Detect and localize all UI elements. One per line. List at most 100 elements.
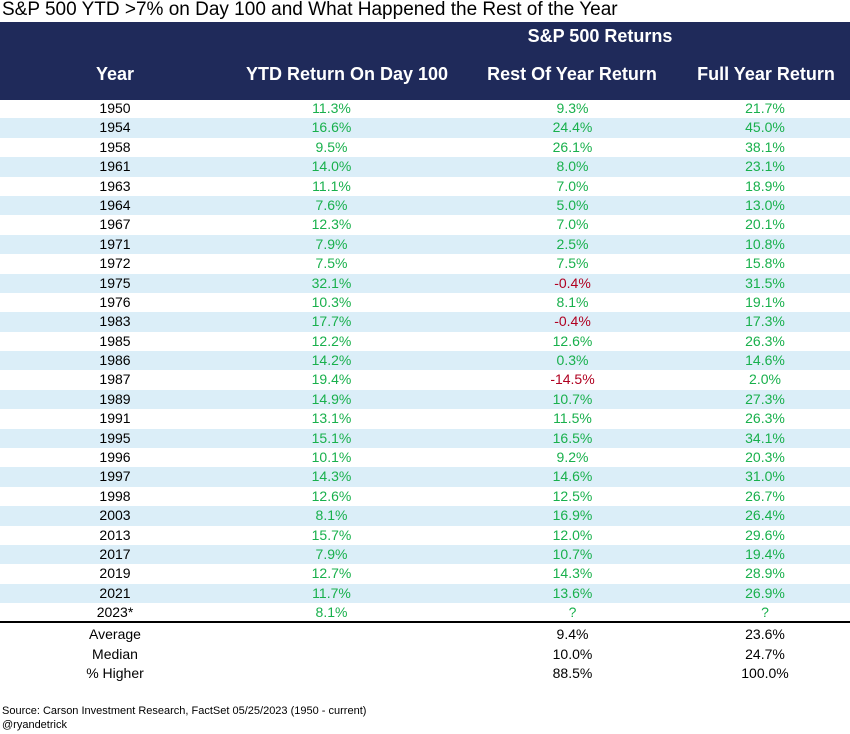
year-cell: 1964: [99, 196, 131, 213]
full-year-return-cell: 13.0%: [745, 196, 785, 213]
full-year-return-cell: 26.3%: [745, 332, 785, 349]
full-year-return-cell: 27.3%: [745, 390, 785, 407]
rest-of-year-return-cell: 10.0%: [552, 645, 593, 662]
year-cell: 2017: [99, 545, 131, 562]
ytd-return-cell: 14.2%: [311, 352, 352, 369]
full-year-return-cell: 15.8%: [745, 255, 785, 272]
table-row: 1983 17.7% -0.4% 17.3%: [0, 312, 850, 332]
year-cell: 1950: [99, 100, 131, 116]
table-row: 1958 9.5% 26.1% 38.1%: [0, 138, 850, 157]
year-cell: 1983: [99, 313, 131, 330]
ytd-return-cell: 10.3%: [311, 293, 352, 310]
year-cell: 1961: [99, 158, 131, 175]
table-body: 1950 11.3% 9.3% 21.7% 1954 16.6% 24.4% 45.0% 195…: [0, 99, 850, 623]
ytd-return-cell: 7.9%: [315, 545, 348, 562]
table-row: 1986 14.2% 0.3% 14.6%: [0, 351, 850, 371]
full-year-return-cell: 34.1%: [745, 429, 785, 446]
year-cell: 2013: [99, 526, 131, 543]
table-row: 1964 7.6% 5.0% 13.0%: [0, 195, 850, 216]
year-cell: 2003: [99, 507, 131, 524]
full-year-return-cell: 19.1%: [745, 293, 785, 310]
ytd-return-cell: 17.7%: [311, 313, 352, 330]
rest-of-year-return-cell: 5.0%: [556, 196, 589, 213]
full-year-return-cell: 21.7%: [745, 100, 785, 116]
ytd-return-cell: 9.5%: [315, 138, 348, 155]
ytd-return-cell: 14.0%: [311, 158, 352, 175]
group-header: S&P 500 Returns: [527, 26, 673, 46]
full-year-return-cell: 20.1%: [745, 216, 785, 233]
table-row: 1976 10.3% 8.1% 19.1%: [0, 293, 850, 312]
full-year-return-cell: 26.7%: [745, 487, 785, 504]
full-year-return-cell: 26.4%: [745, 507, 785, 524]
rest-of-year-return-cell: 0.3%: [556, 352, 589, 369]
year-cell: 1975: [99, 274, 131, 291]
ytd-return-cell: 10.1%: [311, 449, 352, 466]
full-year-return-cell: 14.6%: [745, 352, 785, 369]
rest-of-year-return-cell: 24.4%: [552, 119, 593, 136]
full-year-return-cell: 2.0%: [749, 371, 781, 388]
table-row: 1971 7.9% 2.5% 10.8%: [0, 234, 850, 255]
table-row: 1967 12.3% 7.0% 20.1%: [0, 215, 850, 234]
full-year-return-cell: 31.5%: [745, 274, 785, 291]
year-cell: 1987: [99, 371, 131, 388]
full-year-return-cell: 28.9%: [745, 565, 785, 582]
full-year-return-cell: 19.4%: [745, 545, 785, 562]
ytd-return-cell: 11.1%: [312, 177, 351, 194]
table-row: 1985 12.2% 12.6% 26.3%: [0, 332, 850, 351]
full-year-return-cell: 23.6%: [745, 626, 785, 642]
rest-of-year-return-cell: 10.7%: [552, 545, 593, 562]
rest-of-year-return-cell: 9.2%: [556, 449, 589, 466]
rest-of-year-return-cell: -0.4%: [554, 313, 591, 330]
year-cell: 1963: [99, 177, 131, 194]
table-row: 1963 11.1% 7.0% 18.9%: [0, 177, 850, 196]
rest-of-year-return-cell: 7.5%: [556, 255, 589, 272]
year-cell: 2023*: [96, 604, 134, 621]
table-row: 2023* 8.1%??: [0, 603, 850, 622]
table-row: 2017 7.9% 10.7% 19.4%: [0, 544, 850, 565]
year-cell: 1954: [99, 119, 131, 136]
full-year-return-cell: 20.3%: [745, 449, 785, 466]
year-cell: 1989: [99, 390, 131, 407]
year-cell: 1998: [99, 487, 131, 504]
rest-of-year-return-cell: 88.5%: [552, 665, 593, 682]
summary-row: Median 10.0% 24.7%: [0, 645, 850, 664]
table-row: 1991 13.1% 11.5% 26.3%: [0, 409, 850, 428]
table-row: 2003 8.1% 16.9% 26.4%: [0, 506, 850, 526]
year-cell: 1972: [99, 255, 131, 272]
table-row: 1961 14.0% 8.0% 23.1%: [0, 157, 850, 177]
rest-of-year-return-cell: 9.3%: [556, 100, 589, 116]
table-row: 1995 15.1% 16.5% 34.1%: [0, 428, 850, 449]
rest-of-year-return-cell: -0.4%: [554, 274, 591, 291]
table-row: 1997 14.3% 14.6% 31.0%: [0, 467, 850, 487]
year-cell: 1996: [99, 449, 131, 466]
ytd-return-cell: 32.1%: [311, 274, 352, 291]
ytd-return-cell: 7.9%: [315, 235, 348, 252]
table-row: 2019 12.7% 14.3% 28.9%: [0, 564, 850, 583]
table-row: 2013 15.7% 12.0% 29.6%: [0, 526, 850, 545]
full-year-return-cell: 31.0%: [745, 468, 785, 485]
rest-of-year-return-cell: 14.3%: [552, 565, 593, 582]
rest-of-year-return-cell: 8.0%: [556, 158, 589, 175]
column-header-rest: Rest Of Year Return: [487, 64, 657, 84]
full-year-return-cell: 26.9%: [745, 584, 785, 601]
ytd-return-cell: 12.6%: [311, 487, 352, 504]
full-year-return-cell: 38.1%: [745, 138, 785, 155]
column-header-full: Full Year Return: [697, 64, 835, 84]
ytd-return-cell: 12.2%: [311, 332, 352, 349]
ytd-return-cell: 19.4%: [311, 371, 352, 388]
year-cell: 1997: [99, 468, 131, 485]
ytd-return-cell: 7.5%: [315, 255, 348, 272]
full-year-return-cell: 17.3%: [745, 313, 785, 330]
year-cell: 1971: [99, 235, 131, 252]
rest-of-year-return-cell: 2.5%: [556, 235, 589, 252]
table-row: 1950 11.3% 9.3% 21.7%: [0, 99, 850, 118]
rest-of-year-return-cell: 16.9%: [552, 507, 593, 524]
rest-of-year-return-cell: -14.5%: [550, 371, 595, 388]
table-row: 1996 10.1% 9.2% 20.3%: [0, 448, 850, 467]
full-year-return-cell: 26.3%: [745, 410, 785, 427]
year-cell: 2019: [99, 565, 131, 582]
ytd-return-cell: 12.3%: [311, 216, 352, 233]
rest-of-year-return-cell: 8.1%: [556, 293, 589, 310]
full-year-return-cell: 100.0%: [741, 665, 789, 682]
year-cell: 1967: [99, 216, 131, 233]
